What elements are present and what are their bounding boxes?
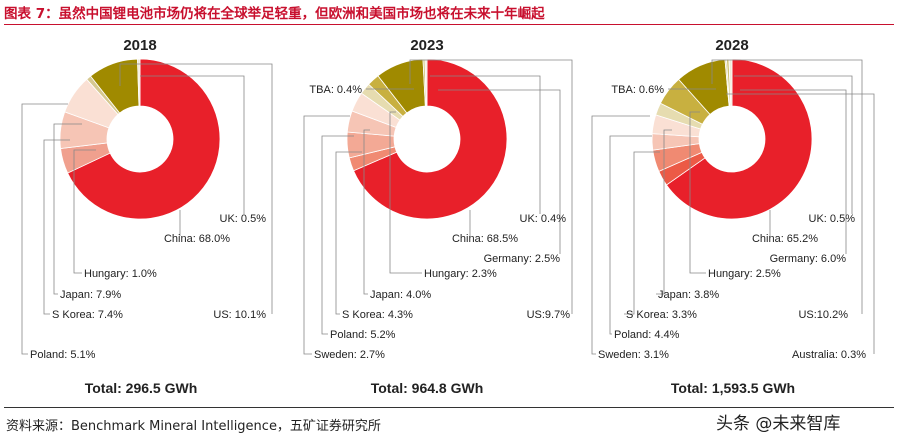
slice-china — [353, 58, 508, 220]
leader-line-uk — [734, 75, 853, 214]
chart-total: Total: 296.5 GWh — [85, 380, 198, 396]
slice-label-sweden: Sweden: 2.7% — [314, 349, 385, 361]
slice-tba — [424, 58, 428, 107]
leader-line-sweden — [591, 115, 650, 355]
donut-chart-2023: 2023 China: 68.5% Sweden: 2.7% Poland: 5.2%… — [303, 37, 573, 396]
leader-line-poland — [321, 135, 354, 335]
slice-label-germany: Germany: 2.5% — [484, 253, 561, 265]
slice-label-tba: TBA: 0.6% — [611, 84, 664, 96]
slice-label-china: China: 65.2% — [752, 233, 818, 245]
slice-china — [665, 58, 813, 220]
watermark: 头条 @未来智库 — [716, 414, 841, 434]
leader-line-us — [711, 59, 863, 314]
slice-label-us: US: 10.1% — [213, 309, 266, 321]
donut-chart-2018: 2018 China: 68.0% Poland: 5.1% S Korea: 7.4… — [21, 37, 273, 396]
leader-line-us — [119, 63, 273, 314]
slice-label-china: China: 68.0% — [164, 233, 230, 245]
leader-line-us — [409, 59, 573, 314]
slice-china — [67, 58, 221, 220]
chart-title: 2028 — [715, 37, 748, 54]
slice-label-japan: Japan: 7.9% — [60, 289, 121, 301]
slice-label-poland: Poland: 5.2% — [330, 329, 396, 341]
slice-label-uk: UK: 0.5% — [809, 213, 856, 225]
source-note: 资料来源：Benchmark Mineral Intelligence，五矿证券… — [6, 419, 381, 434]
slice-label-uk: UK: 0.5% — [220, 213, 267, 225]
leader-line-japan — [53, 123, 82, 295]
slice-label-poland: Poland: 4.4% — [614, 329, 680, 341]
chart-title: 2018 — [123, 37, 156, 54]
leader-line-japan — [363, 129, 370, 295]
chart-title: 2023 — [410, 37, 443, 54]
slice-label-tba: TBA: 0.4% — [309, 84, 362, 96]
leader-line-uk — [140, 75, 245, 214]
slice-label-china: China: 68.5% — [452, 233, 518, 245]
figure-title: 图表 7：虽然中国锂电池市场仍将在全球举足轻重，但欧洲和美国市场也将在未来十年崛… — [4, 6, 545, 22]
leader-line-poland — [609, 135, 652, 335]
donut-charts: 2018 China: 68.0% Poland: 5.1% S Korea: 7.4… — [21, 37, 875, 396]
slice-label-japan: Japan: 4.0% — [370, 289, 431, 301]
leader-line-hungary — [689, 111, 706, 274]
slice-label-us: US:9.7% — [527, 309, 571, 321]
slice-label-poland: Poland: 5.1% — [30, 349, 96, 361]
leader-line-japan — [656, 129, 672, 295]
slice-label-australia: Australia: 0.3% — [792, 349, 866, 361]
leader-line-uk — [430, 75, 541, 214]
leader-line-australia — [726, 93, 875, 354]
slice-label-s-korea: S Korea: 7.4% — [52, 309, 123, 321]
leader-line-s-korea — [335, 151, 362, 315]
title-rule — [4, 24, 894, 25]
source-rule — [4, 407, 894, 408]
leader-line-s-korea — [43, 139, 70, 315]
leader-line-poland — [21, 103, 68, 355]
donut-chart-2028: 2028 China: 65.2% Sweden: 3.1% Poland: 4.4%… — [591, 37, 875, 396]
leader-line-s-korea — [624, 151, 660, 315]
slice-label-us: US:10.2% — [798, 309, 848, 321]
slice-label-sweden: Sweden: 3.1% — [598, 349, 669, 361]
leader-line-germany — [438, 89, 561, 254]
chart-total: Total: 1,593.5 GWh — [671, 380, 795, 396]
leader-line-hungary — [389, 111, 422, 274]
slice-label-s-korea: S Korea: 3.3% — [626, 309, 697, 321]
slice-label-uk: UK: 0.4% — [520, 213, 567, 225]
slice-label-hungary: Hungary: 1.0% — [84, 268, 157, 280]
slice-label-germany: Germany: 6.0% — [770, 253, 847, 265]
slice-uk — [137, 58, 141, 107]
slice-label-hungary: Hungary: 2.5% — [708, 268, 781, 280]
chart-total: Total: 964.8 GWh — [371, 380, 484, 396]
leader-line-germany — [740, 89, 847, 254]
leader-line-hungary — [73, 149, 96, 274]
slice-label-s-korea: S Korea: 4.3% — [342, 309, 413, 321]
leader-line-sweden — [303, 115, 350, 355]
slice-label-hungary: Hungary: 2.3% — [424, 268, 497, 280]
slice-label-japan: Japan: 3.8% — [658, 289, 719, 301]
